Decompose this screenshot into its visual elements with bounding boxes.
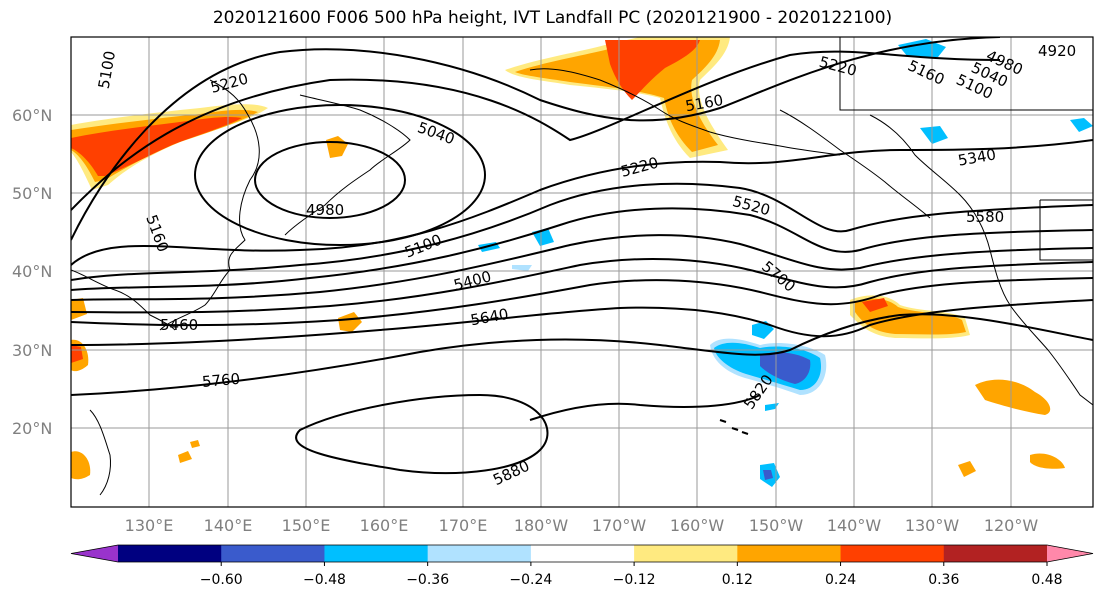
colorbar-tick-label: −0.12 <box>613 572 656 588</box>
colorbar-extend-high <box>1047 545 1093 562</box>
lon-label: 140°E <box>204 516 253 535</box>
colorbar-segment <box>324 545 429 562</box>
colorbar-tick-label: −0.24 <box>509 572 552 588</box>
colorbar-segment <box>427 545 532 562</box>
height-contours <box>71 37 1093 475</box>
colorbar-segment <box>118 545 222 562</box>
contour-label: 5760 <box>201 370 241 391</box>
latitude-labels: 60°N 50°N 40°N 30°N 20°N <box>12 106 52 438</box>
coastlines <box>71 37 1093 496</box>
colorbar-segment <box>530 545 635 562</box>
colorbar: −0.60 −0.48 −0.36 −0.24 −0.12 0.12 0.24 0.36 0.4… <box>70 544 1094 588</box>
lon-label: 160°E <box>360 516 409 535</box>
lat-label: 20°N <box>12 419 52 438</box>
lon-label: 170°E <box>439 516 488 535</box>
lat-label: 40°N <box>12 262 52 281</box>
longitude-labels: 130°E 140°E 150°E 160°E 170°E 180°W 170°… <box>125 516 1039 535</box>
contour-label: 5580 <box>966 208 1004 226</box>
lon-label: 150°E <box>282 516 331 535</box>
colorbar-tick-label: 0.12 <box>722 572 753 588</box>
contour-label: 5460 <box>160 316 198 334</box>
colorbar-segment <box>634 545 738 562</box>
contour-label: 4920 <box>1038 42 1076 60</box>
colorbar-tick-label: 0.48 <box>1031 572 1062 588</box>
colorbar-tick-label: −0.48 <box>303 572 346 588</box>
lon-label: 130°E <box>125 516 174 535</box>
lon-label: 150°W <box>749 516 804 535</box>
ivt-positive-shading <box>71 37 1065 480</box>
colorbar-tick-label: −0.60 <box>200 572 243 588</box>
lon-label: 130°W <box>905 516 960 535</box>
lon-label: 120°W <box>984 516 1039 535</box>
colorbar-extend-low <box>71 545 118 562</box>
lon-label: 170°W <box>592 516 647 535</box>
graticule <box>71 37 1093 507</box>
lon-label: 140°W <box>827 516 882 535</box>
colorbar-outline <box>70 544 1094 563</box>
colorbar-tick-label: 0.36 <box>928 572 959 588</box>
lon-label: 180°W <box>514 516 569 535</box>
map-frame-border <box>70 36 1094 508</box>
lat-label: 60°N <box>12 106 52 125</box>
map-title: 2020121600 F006 500 hPa height, IVT Land… <box>212 8 893 28</box>
lon-label: 160°W <box>670 516 725 535</box>
colorbar-segment <box>221 545 325 562</box>
colorbar-segment <box>737 545 842 562</box>
contour-label: 4980 <box>306 201 344 219</box>
lat-label: 50°N <box>12 184 52 203</box>
colorbar-tick-label: −0.36 <box>406 572 449 588</box>
colorbar-segment <box>840 545 945 562</box>
colorbar-segment <box>943 545 1048 562</box>
colorbar-tick-label: 0.24 <box>825 572 856 588</box>
lat-label: 30°N <box>12 341 52 360</box>
ivt-negative-shading <box>478 39 1093 487</box>
